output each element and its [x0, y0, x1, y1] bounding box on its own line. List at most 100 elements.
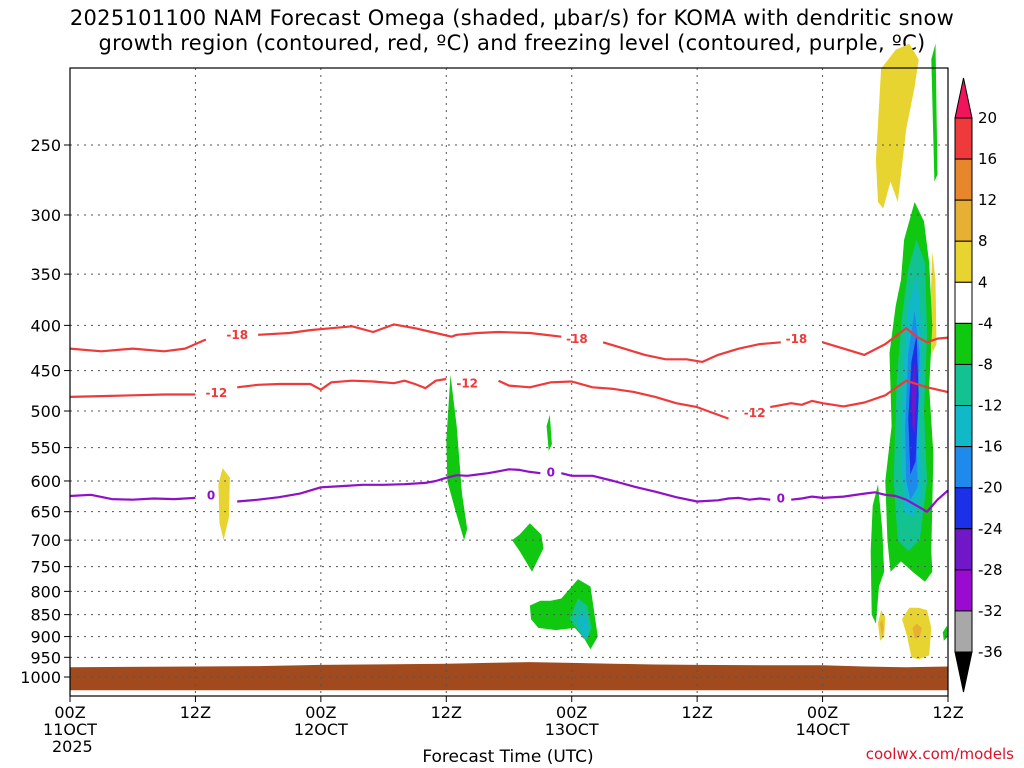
y-tick-label-750: 750 [30, 558, 61, 577]
x-tick-label-0-2: 2025 [52, 737, 93, 756]
x-tick-label-84-0: 12Z [932, 703, 963, 722]
omega-region-19 [912, 623, 922, 639]
colorbar-label-12: -32 [978, 602, 1003, 620]
omega-region-3 [512, 523, 544, 572]
y-tick-label-400: 400 [30, 316, 61, 335]
y-tick-label-650: 650 [30, 503, 61, 522]
contour-label--18-0: -18 [226, 328, 248, 342]
y-tick-label-900: 900 [30, 628, 61, 647]
terrain-surface [70, 662, 948, 691]
y-tick-label-350: 350 [30, 265, 61, 284]
colorbar-label-2: 12 [978, 191, 997, 209]
colorbar-bin-10 [954, 487, 973, 530]
colorbar-bin-3 [954, 199, 973, 242]
contour-label-0-0: 0 [207, 489, 215, 503]
contour-0-segment-0 [69, 493, 196, 501]
colorbar-bottom-triangle [954, 651, 973, 693]
y-tick-label-600: 600 [30, 472, 61, 491]
contour--18-segment-1 [258, 323, 562, 338]
x-tick-label-48-0: 00Z [556, 703, 587, 722]
colorbar-bin-4 [954, 240, 973, 283]
colorbar-label-11: -28 [978, 561, 1003, 579]
x-tick-label-36-0: 12Z [431, 703, 462, 722]
omega-region-16 [911, 361, 917, 434]
omega-region-6 [576, 610, 589, 639]
chart-title: 2025101100 NAM Forecast Omega (shaded, μ… [69, 6, 955, 55]
colorbar-label-0: 20 [978, 109, 997, 127]
colorbar-bin-6 [954, 322, 973, 365]
contour--18-segment-2 [602, 341, 781, 363]
colorbar-label-1: 16 [978, 150, 997, 168]
colorbar-label-13: -36 [978, 643, 1003, 661]
contour-label--12-0: -12 [205, 386, 227, 400]
contour-label--12-2: -12 [744, 406, 766, 420]
plot-area [70, 68, 948, 696]
colorbar-label-10: -24 [978, 520, 1003, 538]
colorbar-bin-13 [954, 610, 973, 653]
omega-shading [218, 43, 948, 660]
x-tick-label-24-0: 00Z [305, 703, 336, 722]
contour-label--18-2: -18 [786, 332, 808, 346]
colorbar-label-3: 8 [978, 232, 988, 250]
contour-label--12-1: -12 [456, 377, 478, 391]
credit-text: coolwx.com/models [865, 745, 1014, 763]
plot-frame [69, 67, 949, 697]
omega-region-7 [875, 43, 919, 209]
omega-region-2 [546, 414, 552, 451]
colorbar-bin-8 [954, 405, 973, 448]
contour--18-segment-3 [822, 327, 949, 356]
omega-region-0 [218, 468, 230, 541]
colorbar-label-9: -20 [978, 479, 1003, 497]
y-tick-label-850: 850 [30, 606, 61, 625]
y-axis-ticks: 250 300 350 400 450 500 550 600 650 700 750 800 850 9… [20, 136, 70, 687]
x-tick-label-0-1: 11OCT [43, 720, 97, 739]
x-tick-label-24-1: 12OCT [294, 720, 348, 739]
x-tick-label-12-0: 12Z [180, 703, 211, 722]
y-tick-label-800: 800 [30, 582, 61, 601]
contour--18-segment-0 [69, 338, 207, 353]
colorbar-bin-11 [954, 528, 973, 571]
colorbar-bin-12 [954, 569, 973, 612]
omega-region-10 [870, 484, 885, 624]
y-tick-label-450: 450 [30, 362, 61, 381]
contour--12-segment-1 [237, 377, 447, 391]
colorbar: 20 16 12 8 4 -4 -8 -12 -16 -20 -24 -28 -32 -36 [954, 77, 1003, 693]
y-tick-label-950: 950 [30, 648, 61, 667]
colorbar-label-4: 4 [978, 273, 988, 291]
colorbar-label-6: -8 [978, 355, 993, 373]
plot-background [70, 68, 948, 696]
colorbar-label-8: -16 [978, 438, 1003, 456]
contour-0-segment-2 [561, 472, 771, 503]
contour-0-segment-3 [791, 489, 949, 513]
omega-region-1 [446, 374, 468, 541]
y-tick-label-250: 250 [30, 136, 61, 155]
x-tick-label-72-0: 00Z [807, 703, 838, 722]
plot-border [69, 67, 949, 697]
colorbar-bin-5 [954, 281, 973, 324]
colorbar-bin-7 [954, 363, 973, 407]
x-tick-label-48-1: 13OCT [545, 720, 599, 739]
contour-label-0-1: 0 [547, 466, 555, 480]
contour--12-segment-3 [770, 379, 949, 409]
omega-region-21 [880, 619, 884, 637]
contour-label-0-2: 0 [777, 491, 785, 505]
y-tick-label-1000: 1000 [20, 668, 61, 687]
contour--12-segment-2 [498, 379, 729, 420]
y-tick-label-700: 700 [30, 531, 61, 550]
x-axis-label: Forecast Time (UTC) [422, 747, 593, 767]
contour-0-segment-1 [237, 468, 541, 503]
contour-label--18-1: -18 [566, 332, 588, 346]
colorbar-bin-9 [954, 446, 973, 489]
x-tick-label-60-0: 12Z [681, 703, 712, 722]
contour-lines: -18 -18 -18 -12 -12 -12 0 0 0 [69, 323, 949, 513]
terrain-fill [70, 662, 948, 691]
y-tick-label-300: 300 [30, 206, 61, 225]
y-tick-label-550: 550 [30, 439, 61, 458]
colorbar-label-7: -12 [978, 397, 1003, 415]
colorbar-top-triangle [954, 77, 973, 119]
omega-region-8 [931, 43, 938, 182]
x-tick-label-72-1: 14OCT [796, 720, 850, 739]
colorbar-bin-2 [954, 158, 973, 201]
